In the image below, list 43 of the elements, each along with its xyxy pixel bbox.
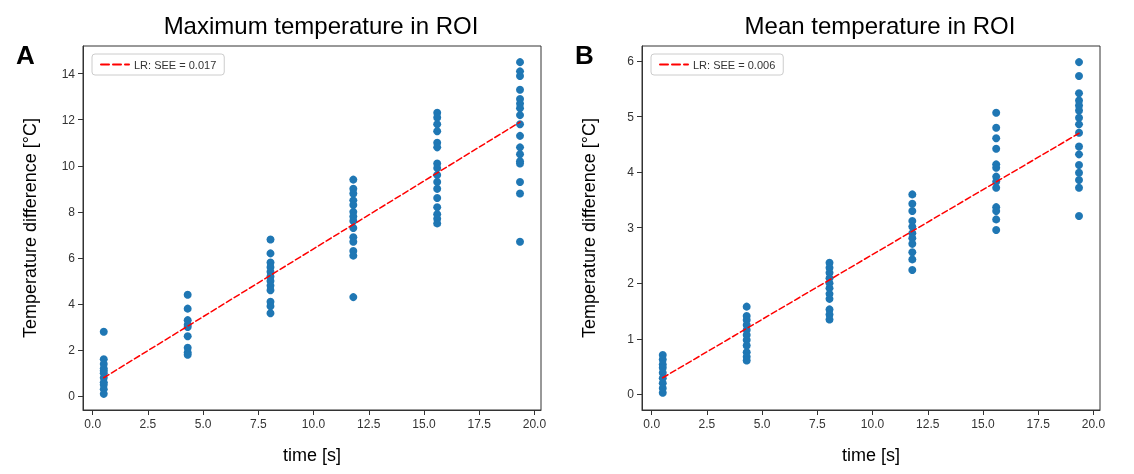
chart-title: Maximum temperature in ROI [163,11,479,39]
legend-label: LR: SEE = 0.017 [134,58,217,71]
y-tick-label: 0 [68,389,76,404]
x-tick-label: 15.0 [412,417,436,431]
x-tick-label: 17.5 [467,417,492,431]
x-tick-label: 12.5 [357,417,381,431]
x-tick-label: 2.5 [698,417,716,431]
x-tick-label: 12.5 [916,417,940,431]
x-tick-label: 10.0 [301,417,326,431]
x-tick-label: 0.0 [84,417,102,431]
y-tick-label: 4 [68,297,76,312]
y-tick-label: 3 [627,220,635,235]
y-tick-label: 4 [627,165,635,180]
x-tick-label: 17.5 [1026,417,1051,431]
y-tick-label: 12 [61,112,76,127]
y-tick-label: 1 [627,331,635,346]
x-tick-label: 5.0 [194,417,212,431]
chart-title: Mean temperature in ROI [744,11,1016,39]
x-tick-label: 5.0 [753,417,771,431]
x-tick-label: 20.0 [1081,417,1106,431]
y-tick-label: 6 [627,54,635,68]
y-axis-title: Temperature difference [°C] [20,118,40,338]
x-tick-label: 15.0 [971,417,995,431]
x-axis-title: time [s] [282,445,342,465]
y-tick-label: 2 [68,343,76,358]
x-tick-label: 2.5 [139,417,157,431]
legend-label: LR: SEE = 0.006 [693,58,776,71]
x-tick-label: 7.5 [249,417,267,431]
y-tick-label: 14 [61,66,76,81]
x-tick-label: 10.0 [860,417,885,431]
text: A [16,40,35,70]
y-tick-label: 6 [68,250,76,265]
y-tick-label: 10 [61,158,76,173]
x-tick-label: 0.0 [643,417,661,431]
x-tick-label: 20.0 [522,417,547,431]
y-tick-label: 0 [627,387,635,402]
text: B [575,40,594,70]
y-tick-label: 5 [627,109,635,124]
x-axis-title: time [s] [841,445,901,465]
y-axis-title: Temperature difference [°C] [579,118,599,338]
x-tick-label: 7.5 [808,417,826,431]
y-tick-label: 2 [627,276,635,291]
y-tick-label: 8 [68,204,76,219]
